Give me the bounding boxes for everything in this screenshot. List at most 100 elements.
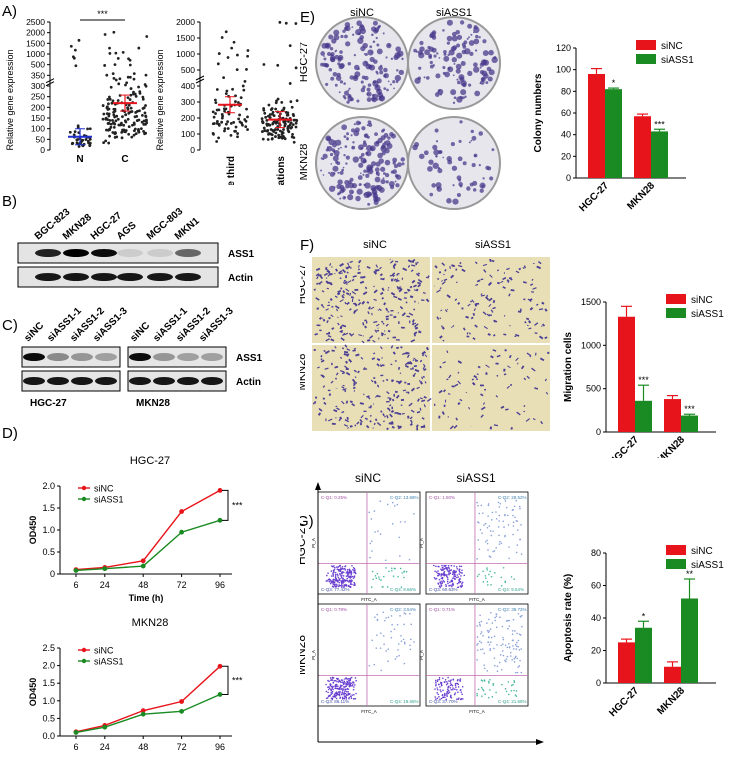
event-dot — [338, 687, 340, 689]
migrated-cell — [425, 381, 426, 383]
colony — [488, 76, 493, 81]
data-point — [108, 135, 111, 138]
colony — [380, 179, 385, 184]
colony — [446, 198, 452, 204]
event-dot — [391, 637, 393, 639]
migrated-cell — [314, 403, 315, 405]
migrated-cell — [535, 333, 538, 334]
data-point — [218, 518, 223, 523]
event-dot — [505, 644, 507, 646]
event-dot — [442, 689, 444, 691]
colony — [351, 26, 353, 28]
event-dot — [343, 682, 345, 684]
migrated-cell — [370, 421, 372, 422]
colony — [320, 169, 322, 171]
data-point — [291, 133, 294, 136]
event-dot — [398, 643, 400, 645]
event-dot — [518, 640, 520, 642]
event-dot — [340, 575, 342, 577]
data-point — [106, 98, 109, 101]
colony — [372, 94, 375, 97]
colony — [454, 96, 457, 99]
y-axis-label: Apoptosis rate (%) — [563, 574, 574, 662]
colony — [360, 147, 362, 149]
data-point — [76, 138, 79, 141]
event-dot — [336, 579, 338, 581]
data-point — [121, 136, 124, 139]
data-point — [115, 119, 118, 122]
event-dot — [456, 683, 458, 685]
event-dot — [344, 569, 346, 571]
colony — [480, 67, 482, 69]
bar-siNC — [664, 667, 681, 683]
y-tick-label: 0 — [596, 427, 601, 437]
data-point — [78, 39, 81, 42]
event-dot — [454, 694, 456, 696]
event-dot — [352, 576, 354, 578]
event-dot — [383, 611, 385, 613]
y-tick-label: 1.5 — [42, 503, 55, 513]
migrated-cell — [398, 287, 401, 288]
colony — [333, 155, 339, 161]
data-point — [107, 142, 110, 145]
colony — [436, 52, 438, 54]
colony — [339, 198, 341, 200]
colony — [375, 185, 380, 190]
data-point — [74, 49, 77, 52]
event-dot — [452, 685, 454, 687]
migrated-cell — [388, 290, 389, 291]
colony — [336, 161, 340, 165]
event-dot — [441, 565, 443, 567]
event-dot — [450, 689, 452, 691]
event-dot — [488, 574, 490, 576]
migrated-cell — [504, 374, 506, 375]
event-dot — [489, 689, 491, 691]
data-point — [105, 74, 108, 77]
data-point — [287, 114, 290, 117]
event-dot — [339, 585, 341, 587]
colony — [467, 38, 469, 40]
event-dot — [350, 586, 352, 588]
event-dot — [385, 559, 387, 561]
event-dot — [476, 625, 478, 627]
event-dot — [439, 689, 441, 691]
migrated-cell — [358, 265, 359, 267]
colony — [396, 80, 399, 83]
data-point — [145, 35, 148, 38]
data-point — [272, 111, 275, 114]
event-dot — [372, 571, 374, 573]
colony — [482, 71, 488, 77]
colony — [335, 84, 338, 87]
colony — [383, 68, 388, 73]
event-dot — [341, 689, 343, 691]
event-dot — [339, 565, 341, 567]
x-tick-label: 6 — [73, 580, 78, 590]
colony — [395, 181, 397, 183]
event-dot — [331, 679, 333, 681]
event-dot — [349, 569, 351, 571]
event-dot — [442, 577, 444, 579]
colony — [367, 124, 369, 126]
data-point — [127, 133, 130, 136]
data-point — [212, 133, 215, 136]
event-dot — [348, 683, 350, 685]
event-dot — [479, 614, 481, 616]
event-dot — [503, 639, 505, 641]
event-dot — [447, 577, 449, 579]
colony — [482, 177, 484, 179]
data-point — [126, 106, 129, 109]
colony — [468, 84, 471, 87]
event-dot — [440, 682, 442, 684]
migrated-cell — [477, 280, 480, 281]
data-point — [276, 64, 279, 67]
blot-band — [71, 353, 93, 361]
data-point — [127, 112, 130, 115]
event-dot — [476, 644, 478, 646]
data-point — [129, 98, 132, 101]
data-point — [224, 127, 227, 130]
event-dot — [455, 692, 457, 694]
event-dot — [354, 571, 356, 573]
event-dot — [369, 557, 371, 559]
data-point — [266, 130, 269, 133]
